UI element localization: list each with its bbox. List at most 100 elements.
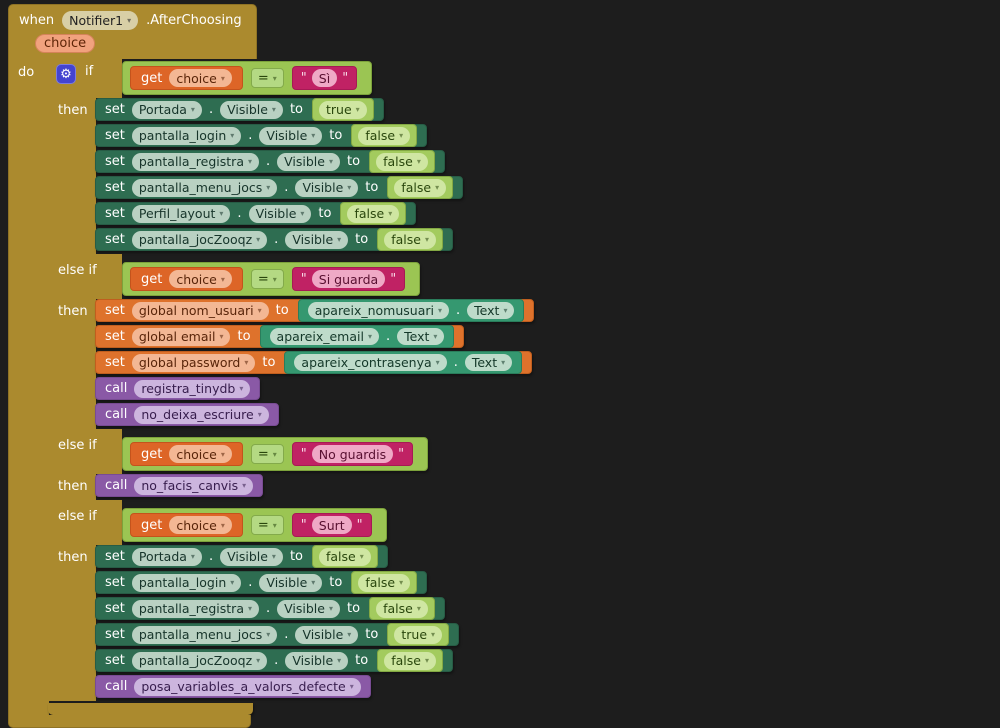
set-property-block[interactable]: set Portada ▾ . Visible ▾ to false ▾ xyxy=(95,545,388,568)
boolean-value-block[interactable]: false ▾ xyxy=(377,228,443,251)
property-dropdown[interactable]: Visible ▾ xyxy=(295,178,359,197)
set-property-block[interactable]: set pantalla_menu_jocs ▾ . Visible ▾ to fa… xyxy=(95,176,464,199)
call-procedure-block[interactable]: call no_deixa_escriure ▾ xyxy=(95,403,279,426)
property-dropdown[interactable]: Visible ▾ xyxy=(220,547,283,566)
boolean-value-block[interactable]: false ▾ xyxy=(369,597,435,620)
property-dropdown[interactable]: Visible ▾ xyxy=(259,126,323,145)
text-string-block[interactable]: " Sì " xyxy=(291,66,358,90)
component-dropdown[interactable]: pantalla_menu_jocs ▾ xyxy=(131,178,278,197)
operator-dropdown[interactable]: = ▾ xyxy=(250,444,284,464)
event-param-chip[interactable]: choice xyxy=(35,34,96,53)
variable-dropdown[interactable]: choice ▾ xyxy=(169,445,232,463)
set-global-variable-block[interactable]: set global nom_usuari ▾ to apareix_nomusu… xyxy=(95,299,535,322)
boolean-dropdown[interactable]: false ▾ xyxy=(376,599,428,618)
event-component-dropdown[interactable]: Notifier1 ▾ xyxy=(62,10,139,30)
procedure-dropdown[interactable]: registra_tinydb ▾ xyxy=(134,379,251,398)
boolean-value-block[interactable]: true ▾ xyxy=(312,98,374,121)
boolean-dropdown[interactable]: false ▾ xyxy=(358,573,411,592)
set-property-block[interactable]: set Portada ▾ . Visible ▾ to true ▾ xyxy=(95,98,384,121)
property-dropdown[interactable]: Visible ▾ xyxy=(285,651,349,670)
text-string-block[interactable]: " No guardis " xyxy=(291,442,414,466)
set-global-variable-block[interactable]: set global password ▾ to apareix_contrase… xyxy=(95,351,533,374)
procedure-dropdown[interactable]: no_deixa_escriure ▾ xyxy=(134,405,269,424)
text-string-block[interactable]: " Si guarda " xyxy=(291,267,406,291)
boolean-dropdown[interactable]: false ▾ xyxy=(384,651,436,670)
when-block-header[interactable]: when Notifier1 ▾ .AfterChoosing choice xyxy=(8,4,257,59)
operator-dropdown[interactable]: = ▾ xyxy=(250,68,284,88)
property-dropdown[interactable]: Visible ▾ xyxy=(285,230,349,249)
property-dropdown[interactable]: Visible ▾ xyxy=(220,100,283,119)
call-procedure-block[interactable]: call posa_variables_a_valors_defecte ▾ xyxy=(95,675,371,698)
component-dropdown[interactable]: pantalla_login ▾ xyxy=(131,573,242,592)
component-property-getter-block[interactable]: apareix_nomusuari ▾ . Text ▾ xyxy=(297,299,525,322)
component-dropdown[interactable]: apareix_email ▾ xyxy=(269,328,379,345)
get-variable-block[interactable]: get choice ▾ xyxy=(130,513,243,537)
variable-dropdown[interactable]: choice ▾ xyxy=(169,516,232,534)
property-dropdown[interactable]: Visible ▾ xyxy=(277,599,340,618)
boolean-dropdown[interactable]: true ▾ xyxy=(319,100,367,119)
set-property-block[interactable]: set Perfil_layout ▾ . Visible ▾ to false ▾ xyxy=(95,202,417,225)
mutator-gear-icon[interactable]: ⚙ xyxy=(56,64,76,84)
global-variable-dropdown[interactable]: global password ▾ xyxy=(131,353,256,372)
equals-logic-block[interactable]: get choice ▾ = ▾ " No guardis " xyxy=(122,437,429,471)
property-dropdown[interactable]: Visible ▾ xyxy=(277,152,340,171)
equals-logic-block[interactable]: get choice ▾ = ▾ " xyxy=(122,61,373,95)
variable-dropdown[interactable]: choice ▾ xyxy=(169,69,232,87)
boolean-value-block[interactable]: true ▾ xyxy=(387,623,450,646)
procedure-dropdown[interactable]: no_facis_canvis ▾ xyxy=(134,476,254,495)
property-dropdown[interactable]: Text ▾ xyxy=(464,354,513,371)
boolean-value-block[interactable]: false ▾ xyxy=(340,202,407,225)
boolean-value-block[interactable]: false ▾ xyxy=(312,545,378,568)
global-variable-dropdown[interactable]: global email ▾ xyxy=(131,327,231,346)
call-procedure-block[interactable]: call no_facis_canvis ▾ xyxy=(95,474,264,497)
procedure-dropdown[interactable]: posa_variables_a_valors_defecte ▾ xyxy=(134,677,361,696)
boolean-dropdown[interactable]: false ▾ xyxy=(347,204,400,223)
when-event-block[interactable]: when Notifier1 ▾ .AfterChoosing choice d… xyxy=(8,4,535,728)
component-property-getter-block[interactable]: apareix_contrasenya ▾ . Text ▾ xyxy=(284,351,523,374)
boolean-value-block[interactable]: false ▾ xyxy=(369,150,435,173)
component-dropdown[interactable]: Portada ▾ xyxy=(131,547,202,566)
boolean-value-block[interactable]: false ▾ xyxy=(387,176,454,199)
component-dropdown[interactable]: Perfil_layout ▾ xyxy=(131,204,231,223)
text-string-block[interactable]: " Surt " xyxy=(291,513,372,537)
set-property-block[interactable]: set pantalla_login ▾ . Visible ▾ to false ▾ xyxy=(95,124,428,147)
property-dropdown[interactable]: Visible ▾ xyxy=(295,625,359,644)
set-property-block[interactable]: set pantalla_jocZooqz ▾ . Visible ▾ to fal… xyxy=(95,649,453,672)
component-dropdown[interactable]: pantalla_jocZooqz ▾ xyxy=(131,230,268,249)
component-dropdown[interactable]: pantalla_registra ▾ xyxy=(131,599,259,618)
boolean-dropdown[interactable]: false ▾ xyxy=(319,547,371,566)
set-property-block[interactable]: set pantalla_jocZooqz ▾ . Visible ▾ to fal… xyxy=(95,228,453,251)
component-property-getter-block[interactable]: apareix_email ▾ . Text ▾ xyxy=(259,325,455,348)
component-dropdown[interactable]: pantalla_login ▾ xyxy=(131,126,242,145)
equals-logic-block[interactable]: get choice ▾ = ▾ " Surt " xyxy=(122,508,387,542)
component-dropdown[interactable]: pantalla_menu_jocs ▾ xyxy=(131,625,278,644)
set-property-block[interactable]: set pantalla_menu_jocs ▾ . Visible ▾ to tr… xyxy=(95,623,460,646)
variable-dropdown[interactable]: choice ▾ xyxy=(169,270,232,288)
boolean-value-block[interactable]: false ▾ xyxy=(351,124,418,147)
equals-logic-block[interactable]: get choice ▾ = ▾ " Si guarda " xyxy=(122,262,421,296)
property-dropdown[interactable]: Visible ▾ xyxy=(248,204,312,223)
property-dropdown[interactable]: Visible ▾ xyxy=(259,573,323,592)
component-dropdown[interactable]: Portada ▾ xyxy=(131,100,202,119)
get-variable-block[interactable]: get choice ▾ xyxy=(130,442,243,466)
boolean-value-block[interactable]: false ▾ xyxy=(377,649,443,672)
call-procedure-block[interactable]: call registra_tinydb ▾ xyxy=(95,377,261,400)
property-dropdown[interactable]: Text ▾ xyxy=(467,302,515,319)
operator-dropdown[interactable]: = ▾ xyxy=(250,515,284,535)
boolean-dropdown[interactable]: true ▾ xyxy=(394,625,443,644)
if-else-block[interactable]: ⚙ if get choice ▾ xyxy=(48,59,535,715)
set-property-block[interactable]: set pantalla_registra ▾ . Visible ▾ to fal… xyxy=(95,597,445,620)
global-variable-dropdown[interactable]: global nom_usuari ▾ xyxy=(131,301,269,320)
component-dropdown[interactable]: pantalla_registra ▾ xyxy=(131,152,259,171)
get-variable-block[interactable]: get choice ▾ xyxy=(130,66,243,90)
set-property-block[interactable]: set pantalla_registra ▾ . Visible ▾ to fal… xyxy=(95,150,445,173)
component-dropdown[interactable]: apareix_contrasenya ▾ xyxy=(294,354,447,371)
boolean-dropdown[interactable]: false ▾ xyxy=(394,178,447,197)
boolean-value-block[interactable]: false ▾ xyxy=(351,571,418,594)
property-dropdown[interactable]: Text ▾ xyxy=(397,328,445,345)
boolean-dropdown[interactable]: false ▾ xyxy=(358,126,411,145)
boolean-dropdown[interactable]: false ▾ xyxy=(376,152,428,171)
component-dropdown[interactable]: pantalla_jocZooqz ▾ xyxy=(131,651,268,670)
get-variable-block[interactable]: get choice ▾ xyxy=(130,267,243,291)
operator-dropdown[interactable]: = ▾ xyxy=(250,269,284,289)
